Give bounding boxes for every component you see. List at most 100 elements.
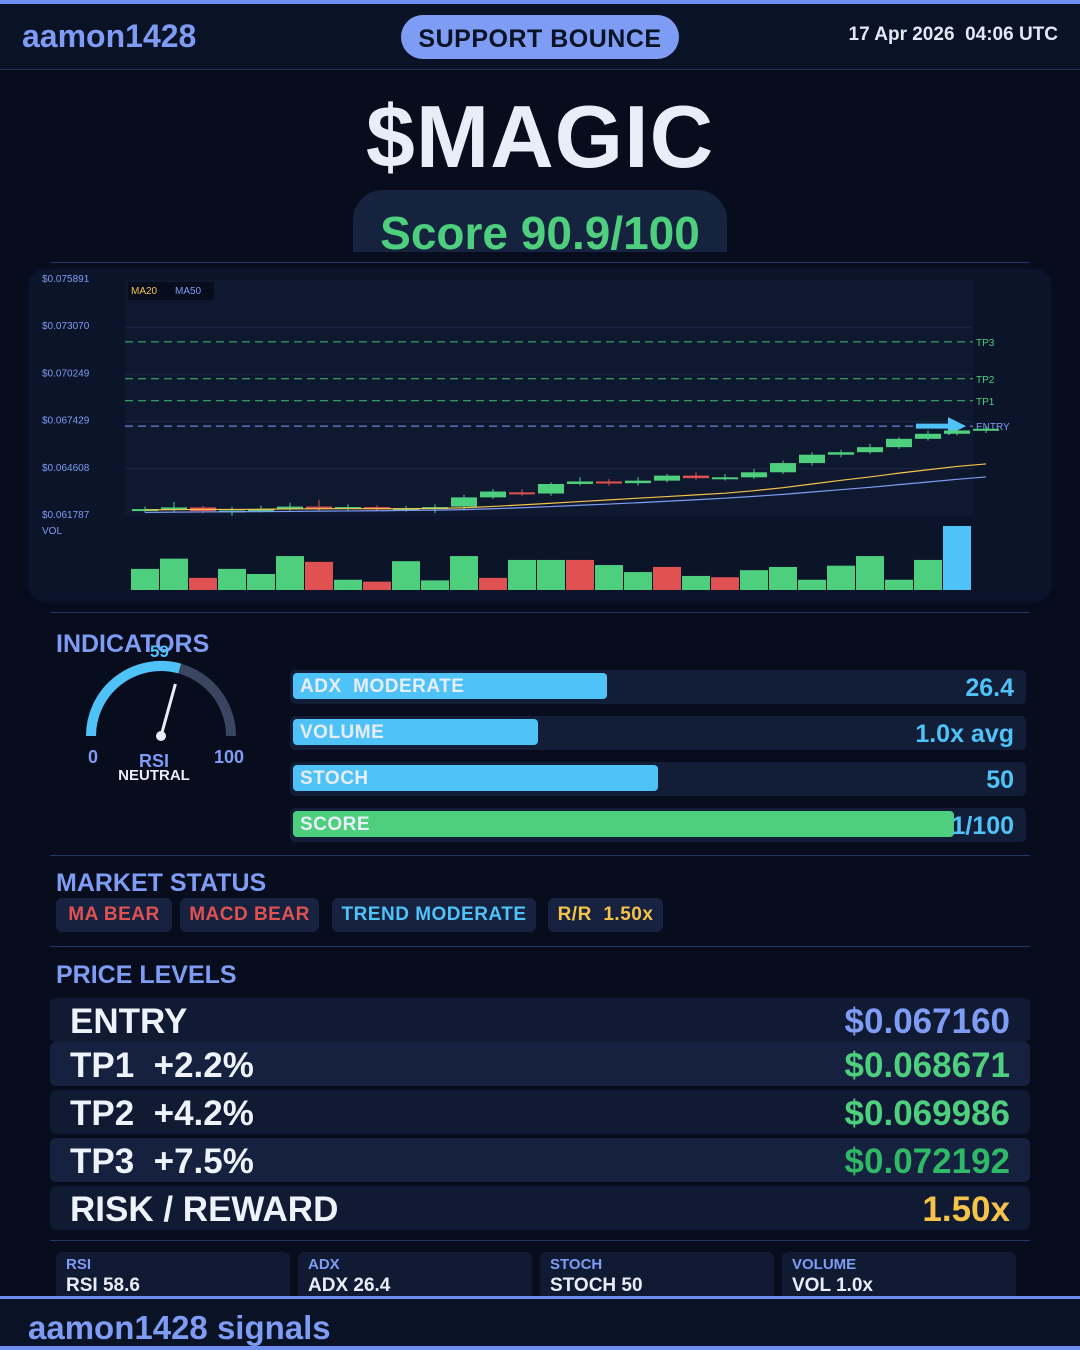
price-level-row: ENTRY $0.067160	[50, 998, 1030, 1042]
divider	[50, 1240, 1030, 1241]
candle-body	[625, 480, 651, 484]
legend-ma20: MA20	[131, 286, 158, 297]
candle-body	[509, 492, 535, 495]
y-tick-label: $0.061787	[42, 510, 90, 521]
level-line-label: TP2	[976, 375, 995, 386]
divider	[50, 262, 1030, 263]
volume-bar	[653, 566, 681, 590]
candle-body	[596, 481, 622, 484]
market-status-title: MARKET STATUS	[56, 869, 267, 897]
candle-body	[712, 477, 738, 480]
indicator-bar-label: STOCH	[300, 768, 369, 789]
indicator-bar-fill	[293, 765, 658, 791]
volume-bar	[479, 577, 507, 590]
rsi-gauge: 59 0 100 RSI NEUTRAL	[70, 640, 250, 800]
status-badge: MACD BEAR	[180, 898, 319, 932]
y-tick-label: $0.075891	[42, 274, 90, 285]
stat-tile-key: ADX	[308, 1256, 340, 1273]
volume-bar	[392, 561, 420, 590]
candle-body	[915, 433, 941, 439]
volume-bar	[363, 581, 391, 590]
volume-bar	[566, 559, 594, 590]
candle-body	[248, 509, 274, 512]
stat-tile-adx: ADX ADX 26.4	[298, 1252, 532, 1300]
volume-bar	[160, 558, 188, 590]
price-level-label: TP2 +4.2%	[70, 1094, 254, 1133]
brand-name: aamon1428	[22, 18, 197, 54]
indicator-bar-adx: ADX MODERATE 26.4	[290, 670, 1026, 704]
stat-tile-key: VOLUME	[792, 1256, 857, 1273]
volume-bar	[943, 526, 971, 590]
indicator-bar-value: 50	[986, 766, 1014, 794]
level-line-label: ENTRY	[976, 422, 1010, 433]
candle-body	[538, 483, 564, 494]
stat-tile-value: ADX 26.4	[308, 1275, 391, 1296]
y-tick-label: $0.070249	[42, 368, 90, 379]
stat-tile-volume: VOLUME VOL 1.0x	[782, 1252, 1016, 1300]
indicator-bar-fill	[293, 719, 538, 745]
indicator-bar-fill	[293, 811, 954, 837]
y-tick-label: $0.064608	[42, 463, 90, 474]
volume-bar	[711, 577, 739, 590]
volume-bar	[682, 575, 710, 590]
plot-area	[125, 280, 973, 516]
indicator-bar-value: 1/100	[951, 812, 1014, 840]
indicator-bar-label: SCORE	[300, 814, 371, 835]
indicator-bar-value: 1.0x avg	[915, 720, 1014, 748]
indicator-bar-label: ADX MODERATE	[300, 676, 465, 697]
score-value: Score 90.9/100	[380, 207, 700, 259]
candle-body	[654, 475, 680, 481]
volume-bar	[189, 577, 217, 590]
candle-body	[277, 506, 303, 510]
price-level-label: TP3 +7.5%	[70, 1142, 254, 1181]
price-levels-title: PRICE LEVELS	[56, 961, 237, 989]
y-tick-label: $0.067429	[42, 416, 90, 427]
price-level-label: RISK / REWARD	[70, 1190, 339, 1229]
candle-body	[132, 509, 158, 512]
level-line-label: TP3	[976, 338, 995, 349]
footer-brand: aamon1428 signals	[28, 1309, 331, 1346]
candle-body	[828, 452, 854, 455]
timestamp: 17 Apr 2026 04:06 UTC	[848, 24, 1058, 45]
gauge-hub	[156, 731, 166, 741]
volume-bar	[798, 579, 826, 590]
gauge-min: 0	[88, 747, 98, 767]
stat-tile-rsi: RSI RSI 58.6	[56, 1252, 290, 1300]
gauge-needle	[159, 683, 177, 737]
candle-body	[451, 497, 477, 507]
price-level-row: TP1 +2.2% $0.068671	[50, 1042, 1030, 1086]
volume-bar	[740, 570, 768, 590]
candle-body	[886, 438, 912, 448]
volume-bar	[508, 559, 536, 590]
rsi-gauge-canvas: 59 0 100 RSI NEUTRAL	[86, 642, 244, 784]
signal-badge: SUPPORT BOUNCE	[401, 15, 679, 59]
price-level-label: ENTRY	[70, 1002, 188, 1041]
price-level-row: TP2 +4.2% $0.069986	[50, 1090, 1030, 1134]
status-badge: R/R 1.50x	[548, 898, 663, 932]
volume-bar	[827, 565, 855, 590]
gauge-fill	[86, 660, 182, 737]
legend-box	[128, 282, 214, 300]
volume-bar	[624, 572, 652, 590]
candle-body	[770, 463, 796, 473]
price-level-value: $0.068671	[844, 1046, 1010, 1085]
volume-bar	[769, 566, 797, 590]
indicator-bar-fill	[293, 673, 607, 699]
ticker-symbol: $MAGIC	[365, 87, 715, 186]
candle-body	[741, 472, 767, 478]
stat-tile-key: RSI	[66, 1256, 92, 1273]
indicator-bar-label: VOLUME	[300, 722, 385, 743]
price-level-label: TP1 +2.2%	[70, 1046, 254, 1085]
ma50-line	[144, 476, 987, 514]
volume-bar	[595, 565, 623, 590]
gauge-label: RSI	[139, 751, 169, 771]
candle-body	[306, 506, 332, 509]
volume-bar	[537, 559, 565, 590]
y-tick-label: $0.073070	[42, 321, 90, 332]
volume-bar	[856, 556, 884, 590]
volume-bar	[131, 568, 159, 590]
volume-bar	[421, 580, 449, 590]
indicator-bar-value: 26.4	[965, 674, 1014, 702]
volume-bar	[276, 556, 304, 590]
divider	[50, 946, 1030, 947]
